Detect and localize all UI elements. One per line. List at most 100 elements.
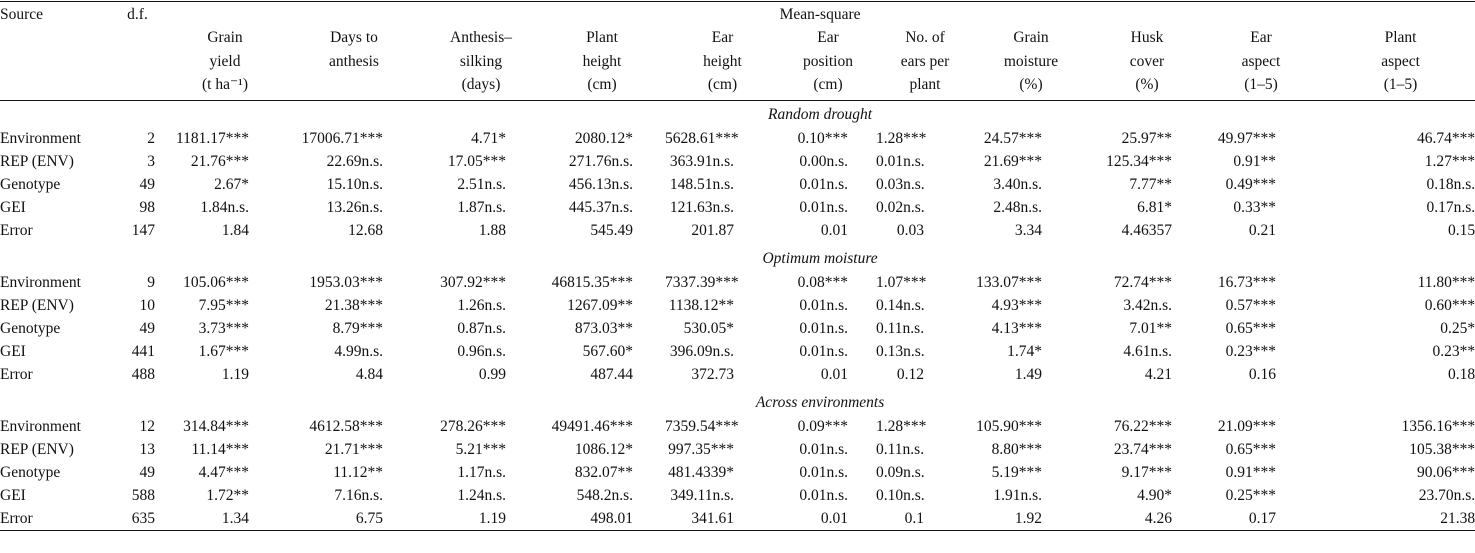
table-cell: 12.68: [348, 221, 383, 239]
table-cell: 1356.16***: [1401, 417, 1475, 435]
table-cell: 0.03: [896, 221, 924, 239]
table-cell: 0.57***: [1225, 296, 1276, 314]
table-cell: 363.91n.s.: [669, 152, 734, 170]
table-cell: 76.22***: [1113, 417, 1172, 435]
row-source: Genotype: [0, 175, 61, 193]
column-header-line: Anthesis–: [450, 29, 512, 46]
section-title: Optimum moisture: [762, 250, 878, 267]
column-header: No. of ears per plant: [876, 26, 974, 100]
row-df: 98: [139, 198, 156, 216]
table-row: Genotype 49 3.73*** 8.79*** 0.87n.s. 873.03**…: [0, 317, 1475, 340]
row-source: Error: [0, 506, 120, 531]
table-cell: 3.34: [1014, 221, 1042, 239]
table-cell: 0.60***: [1424, 296, 1475, 314]
row-df: 49: [139, 319, 156, 337]
table-row: Error 488 1.19 4.84 0.99 487.44 372.73 0.01 0.12…: [0, 363, 1475, 386]
table-cell: 105.90***: [976, 417, 1042, 435]
table-cell: 545.49: [590, 221, 633, 239]
column-header: Grain yield (t ha⁻¹): [165, 26, 285, 100]
column-header-line: height: [703, 52, 742, 70]
table-cell: 7.95***: [198, 296, 249, 314]
table-cell: 278.26***: [440, 417, 506, 435]
column-header-line: anthesis: [329, 52, 379, 70]
table-cell: 314.84***: [183, 417, 249, 435]
table-cell: 0.14n.s.: [876, 296, 925, 314]
column-header-line: No. of: [905, 29, 945, 46]
table-cell: 22.69n.s.: [326, 152, 383, 170]
table-cell: 2.51n.s.: [457, 175, 506, 193]
table-cell: 1.74*: [1007, 342, 1042, 360]
table-cell: 0.15: [1448, 221, 1475, 239]
table-cell: 1.19: [423, 506, 539, 531]
table-cell: 7.77**: [1129, 175, 1172, 193]
table-cell: 16.73***: [1217, 273, 1276, 291]
table-cell: 133.07***: [976, 273, 1042, 291]
table-cell: 21.09***: [1217, 417, 1276, 435]
table-cell: 0.91**: [1233, 152, 1276, 170]
row-df: 13: [139, 440, 156, 458]
column-header-line: (days): [461, 76, 501, 93]
column-header-line: (1–5): [1244, 76, 1278, 93]
table-cell: 4612.58***: [309, 417, 383, 435]
column-header: Ear aspect (1–5): [1206, 26, 1316, 100]
table-cell: 8.79***: [332, 319, 383, 337]
row-source: Error: [0, 221, 33, 239]
table-cell: 0.02n.s.: [876, 198, 925, 216]
table-cell: 0.01n.s.: [799, 342, 848, 360]
row-df: 49: [139, 463, 156, 481]
column-header-line: Grain: [1013, 29, 1049, 46]
row-source: GEI: [0, 486, 26, 504]
table-cell: 1.91n.s.: [993, 486, 1042, 504]
table-cell: 2.67*: [214, 175, 249, 193]
table-cell: 997.35***: [668, 440, 734, 458]
column-header-line: plant: [909, 76, 941, 93]
table-cell: 0.25*: [1440, 319, 1475, 337]
table-cell: 0.01: [780, 506, 876, 531]
table-cell: 72.74***: [1113, 273, 1172, 291]
table-cell: 23.70n.s.: [1418, 486, 1475, 504]
table-cell: 4.90*: [1137, 486, 1172, 504]
row-source: REP (ENV): [0, 440, 74, 458]
column-header-line: (cm): [813, 76, 843, 93]
column-header-line: Plant: [586, 29, 618, 46]
table-cell: 0.01: [820, 221, 848, 239]
table-cell: 24.57***: [983, 129, 1042, 147]
source-header: Source: [0, 6, 44, 23]
table-cell: 1.07***: [876, 273, 927, 291]
column-header-line: (t ha⁻¹): [202, 76, 248, 93]
table-cell: 1.26n.s.: [457, 296, 506, 314]
table-cell: 4.46357: [1121, 221, 1172, 239]
table-row: REP (ENV) 10 7.95*** 21.38*** 1.26n.s. 1267.0…: [0, 294, 1475, 317]
table-cell: 0.23***: [1225, 342, 1276, 360]
table-cell: 6.81*: [1137, 198, 1172, 216]
table-cell: 4.47***: [198, 463, 249, 481]
table-cell: 3.73***: [198, 319, 249, 337]
table-cell: 0.87n.s.: [457, 319, 506, 337]
table-cell: 0.01n.s.: [799, 319, 848, 337]
table-cell: 0.00n.s.: [799, 152, 848, 170]
table-cell: 121.63n.s.: [669, 198, 734, 216]
table-cell: 0.21: [1248, 221, 1276, 239]
table-cell: 2080.12*: [574, 129, 633, 147]
column-header-line: position: [803, 52, 853, 70]
table-cell: 271.76n.s.: [568, 152, 633, 170]
table-row: Error 147 1.84 12.68 1.88 545.49 201.87 0.01 0.0…: [0, 219, 1475, 242]
table-cell: 341.61: [665, 506, 780, 531]
column-header: Days to anthesis: [285, 26, 423, 100]
table-cell: 49491.46***: [551, 417, 633, 435]
table-cell: 0.33**: [1233, 198, 1276, 216]
table-cell: 1086.12*: [574, 440, 633, 458]
table-cell: 873.03**: [574, 319, 633, 337]
row-source: REP (ENV): [0, 152, 74, 170]
row-source: Environment: [0, 129, 81, 147]
table-cell: 0.10n.s.: [876, 486, 925, 504]
table-cell: 498.01: [539, 506, 665, 531]
table-cell: 125.34***: [1106, 152, 1172, 170]
row-df: 10: [139, 296, 156, 314]
column-header-line: Grain: [207, 29, 243, 46]
df-header: d.f.: [127, 6, 148, 23]
table-cell: 21.71***: [324, 440, 383, 458]
row-source: Genotype: [0, 319, 61, 337]
table-cell: 4.99n.s.: [334, 342, 383, 360]
column-header: Ear position (cm): [780, 26, 876, 100]
